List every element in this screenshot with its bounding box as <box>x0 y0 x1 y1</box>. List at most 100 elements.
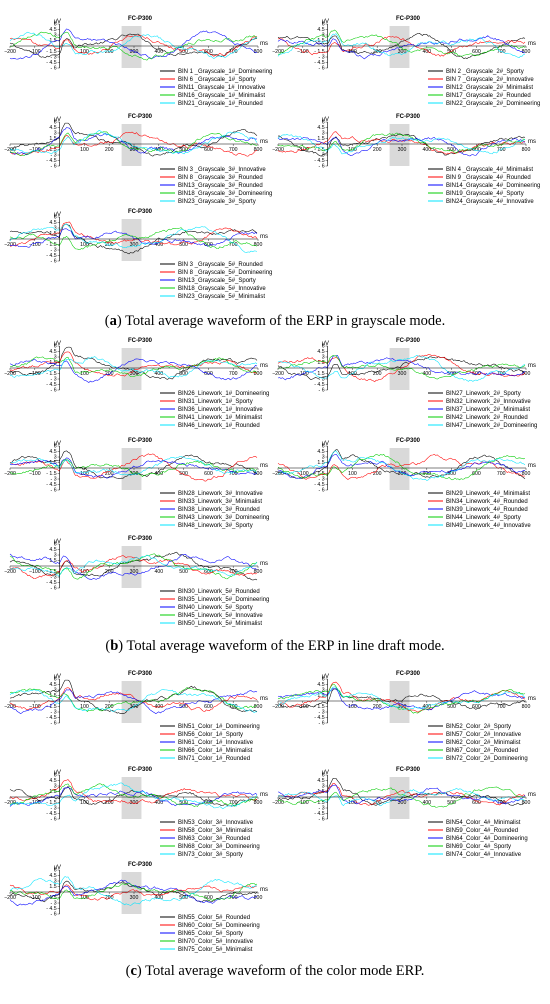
x-tick-label: 600 <box>204 147 213 153</box>
panel-title: FC-P300 <box>128 536 153 542</box>
y-unit-label: μV <box>54 441 61 447</box>
waveform-series-4 <box>277 786 526 808</box>
y-unit-label: μV <box>54 341 61 347</box>
legend-label: BIN63_Color_3#_Rounded <box>178 836 250 842</box>
y-tick-label: 6 <box>54 120 57 126</box>
waveform-series-1 <box>277 133 526 157</box>
y-tick-label: 3 <box>322 688 325 694</box>
waveform-series-4 <box>9 553 258 580</box>
x-tick-label: 800 <box>254 569 263 575</box>
legend-label: BIN39_Linework_4#_Rounded <box>446 507 528 513</box>
x-tick-label: 100 <box>80 704 89 710</box>
x-tick-label: 500 <box>447 704 456 710</box>
x-tick-label: 800 <box>522 800 531 806</box>
y-tick-label: 3 <box>54 355 57 361</box>
y-tick-label: 1.5 <box>49 460 56 466</box>
x-tick-label: 300 <box>130 242 139 248</box>
legend-label: BIN62_Color_2#_Minimalist <box>446 740 521 746</box>
x-tick-label: 700 <box>229 895 238 901</box>
x-tick-label: −200 <box>4 800 16 806</box>
x-tick-label: 600 <box>204 242 213 248</box>
y-tick-label: - 4.5 <box>46 811 56 817</box>
legend-label: BIN 7 _Grayscale_2#_Innovative <box>446 77 534 83</box>
legend-label: BIN16_Grayscale_1#_Minimalist <box>178 93 265 99</box>
highlight-band <box>121 681 142 723</box>
y-tick-label: - 6 <box>319 817 325 823</box>
x-tick-label: 300 <box>130 147 139 153</box>
y-tick-label: 1.5 <box>317 789 324 795</box>
y-tick-label: - 4.5 <box>46 382 56 388</box>
waveform-series-2 <box>9 453 258 482</box>
y-unit-label: μV <box>322 117 329 123</box>
x-tick-label: 700 <box>229 147 238 153</box>
waveform-series-5 <box>277 134 526 155</box>
y-tick-label: 3 <box>54 226 57 232</box>
y-unit-label: μV <box>322 19 329 25</box>
x-unit-label: ms <box>260 463 268 469</box>
x-tick-label: 800 <box>254 800 263 806</box>
legend-label: BIN26_Linework_1#_Domineering <box>178 391 269 397</box>
x-tick-label: 700 <box>229 49 238 55</box>
y-tick-label: 1.5 <box>317 360 324 366</box>
panel-title: FC-P300 <box>396 114 421 120</box>
x-tick-label: 300 <box>398 371 407 377</box>
y-tick-label: - 6 <box>51 912 57 918</box>
y-tick-label: 4.5 <box>317 125 324 131</box>
y-tick-label: - 3 <box>51 248 57 254</box>
y-tick-label: - 4.5 <box>46 906 56 912</box>
waveform-series-3 <box>9 228 258 248</box>
y-tick-label: - 4.5 <box>314 715 324 721</box>
legend-label: BIN71_Color_1#_Rounded <box>178 756 250 762</box>
x-tick-label: −100 <box>29 704 41 710</box>
x-tick-label: 500 <box>447 371 456 377</box>
x-tick-label: 200 <box>373 49 382 55</box>
y-tick-label: 6 <box>54 773 57 779</box>
waveform-series-4 <box>9 356 258 378</box>
waveform-series-1 <box>9 450 258 480</box>
x-tick-label: 700 <box>497 371 506 377</box>
x-tick-label: 700 <box>229 800 238 806</box>
y-tick-label: 1.5 <box>317 693 324 699</box>
panel-title: FC-P300 <box>396 16 421 22</box>
y-unit-label: μV <box>54 19 61 25</box>
x-tick-label: 800 <box>522 147 531 153</box>
y-tick-label: 3 <box>54 784 57 790</box>
x-unit-label: ms <box>260 792 268 798</box>
y-tick-label: - 4.5 <box>314 482 324 488</box>
y-tick-label: 3 <box>54 553 57 559</box>
waveform-series-5 <box>277 355 526 382</box>
x-tick-label: 500 <box>447 800 456 806</box>
caption-b: (b) Total average waveform of the ERP in… <box>105 638 445 654</box>
y-tick-label: - 4.5 <box>314 811 324 817</box>
x-tick-label: 400 <box>422 49 431 55</box>
y-tick-label: - 4.5 <box>46 482 56 488</box>
x-tick-label: 100 <box>348 800 357 806</box>
x-tick-label: 800 <box>522 704 531 710</box>
x-tick-label: 500 <box>179 704 188 710</box>
x-tick-label: 300 <box>130 895 139 901</box>
waveform-series-1 <box>9 679 258 714</box>
legend-label: BIN 8 _Grayscale_5#_Domineering <box>178 270 272 276</box>
x-tick-label: −200 <box>4 49 16 55</box>
y-tick-label: 3 <box>322 355 325 361</box>
waveform-series-1 <box>277 449 526 480</box>
legend-label: BIN22_Grayscale_2#_Domineering <box>446 101 540 107</box>
y-unit-label: μV <box>322 674 329 680</box>
y-tick-label: - 3 <box>51 575 57 581</box>
legend-label: BIN14_Grayscale_4#_Domineering <box>446 183 540 189</box>
waveform-series-5 <box>9 782 258 810</box>
y-tick-label: 4.5 <box>317 778 324 784</box>
waveform-series-4 <box>277 29 526 57</box>
legend-label: BIN18_Grayscale_3#_Domineering <box>178 191 272 197</box>
x-tick-label: 600 <box>204 569 213 575</box>
legend-label: BIN52_Color_2#_Sporty <box>446 724 511 730</box>
x-tick-label: 500 <box>179 147 188 153</box>
legend-label: BIN54_Color_4#_Minimalist <box>446 820 521 826</box>
waveform-series-2 <box>9 687 258 712</box>
waveform-series-1 <box>277 356 526 380</box>
y-tick-label: - 3 <box>319 477 325 483</box>
y-unit-label: μV <box>322 341 329 347</box>
x-tick-label: 300 <box>130 704 139 710</box>
y-tick-label: - 6 <box>51 586 57 592</box>
x-tick-label: 100 <box>80 147 89 153</box>
